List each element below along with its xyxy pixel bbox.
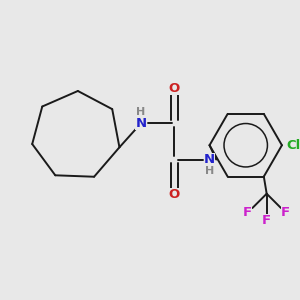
Text: Cl: Cl <box>287 139 300 152</box>
Text: N: N <box>135 117 146 130</box>
Text: O: O <box>169 82 180 94</box>
Text: F: F <box>243 206 252 219</box>
Text: F: F <box>262 214 271 227</box>
Text: H: H <box>136 107 146 117</box>
Text: F: F <box>281 206 290 219</box>
Text: H: H <box>205 166 214 176</box>
Text: O: O <box>169 188 180 201</box>
Text: N: N <box>204 153 215 166</box>
